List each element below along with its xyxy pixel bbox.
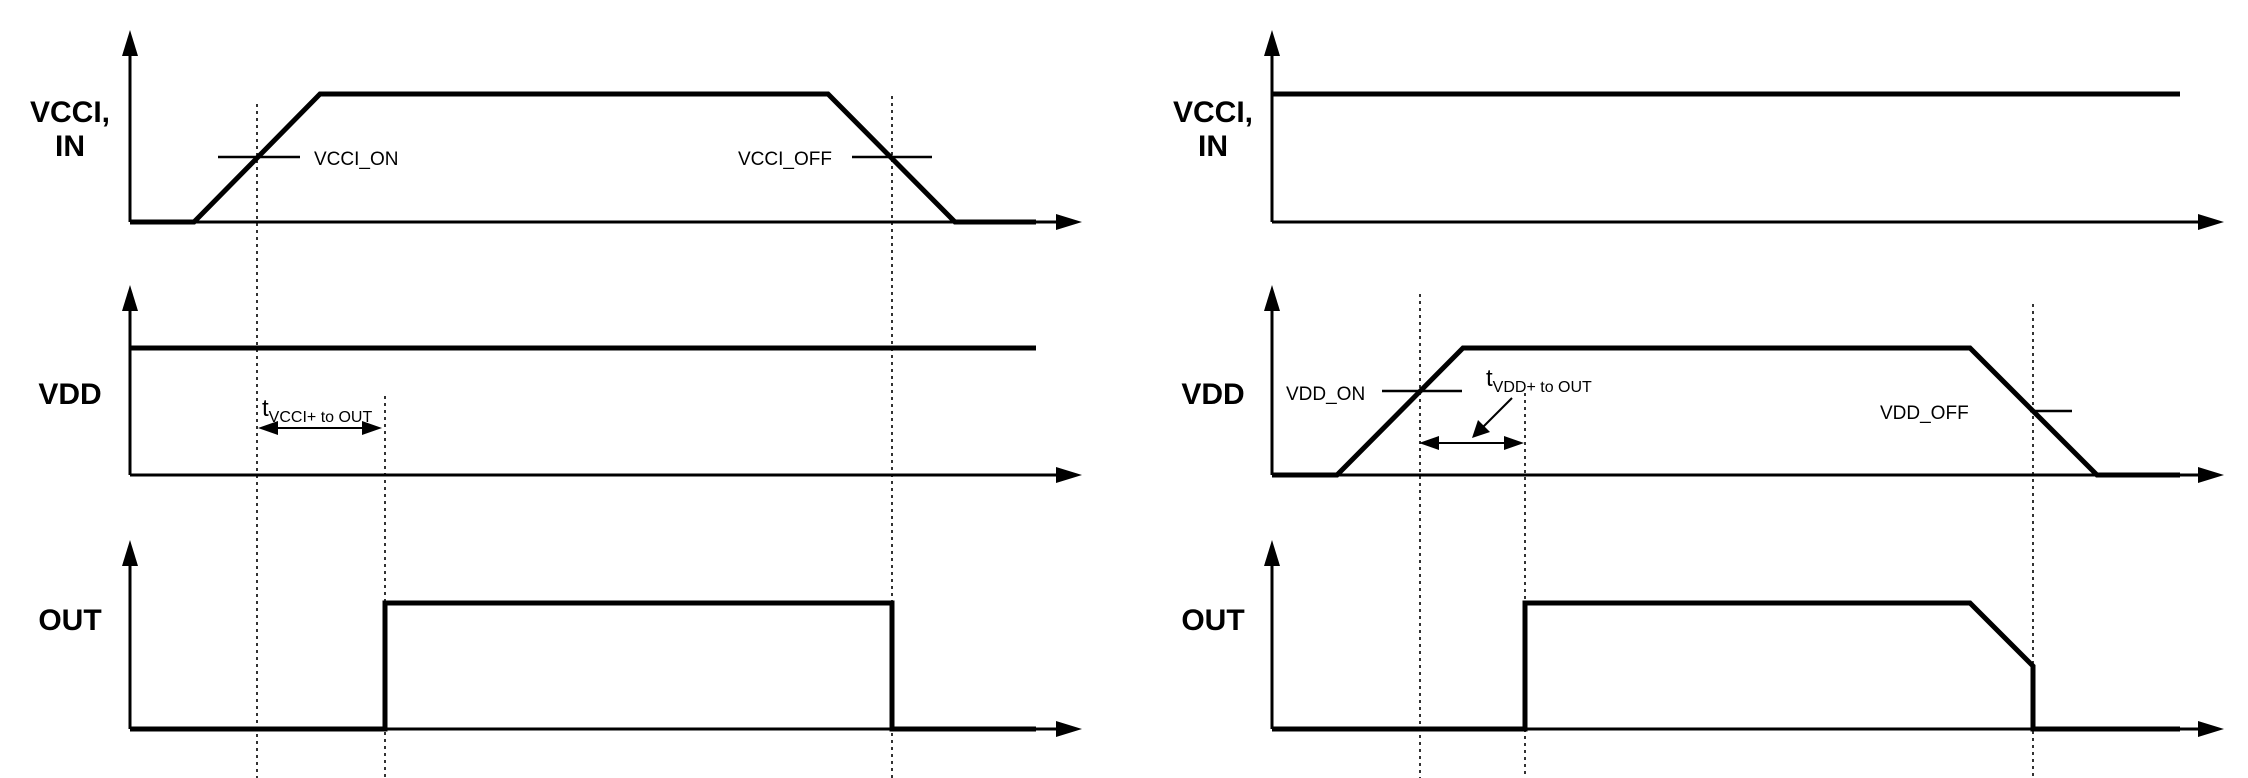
right-vdd-label: VDD [1181, 378, 1244, 411]
left-vcci-off-label: VCCI_OFF [738, 149, 832, 170]
left-vcci-waveform [130, 91, 1036, 225]
left-out-waveform [130, 600, 1036, 732]
left-delay-dimension [258, 421, 382, 435]
right-out-label: OUT [1181, 604, 1244, 637]
left-in-label: IN [55, 130, 85, 163]
right-vcci-axes [1264, 30, 2224, 230]
right-in-label: IN [1198, 130, 1228, 163]
left-vcci-label: VCCI, [30, 96, 110, 129]
left-vdd-axes [122, 285, 1082, 483]
left-vcci-axes [122, 30, 1082, 230]
left-vdd-label: VDD [38, 378, 101, 411]
left-delay-label: tVCCI+ to OUT [262, 395, 372, 426]
right-vdd-off-label: VDD_OFF [1880, 403, 1969, 424]
right-out-waveform [1272, 600, 2180, 732]
right-panel: VCCI, IN VDD_ON VDD_OFF VDD tVDD+ to OUT [1173, 30, 2224, 778]
right-delay-dimension [1419, 397, 1524, 450]
left-out-label: OUT [38, 604, 101, 637]
right-out-axes [1264, 540, 2224, 737]
right-vdd-waveform [1272, 345, 2180, 478]
right-delay-label: tVDD+ to OUT [1486, 365, 1592, 396]
left-vcci-on-label: VCCI_ON [314, 149, 398, 170]
right-vcci-label: VCCI, [1173, 96, 1253, 129]
left-panel: VCCI_ON VCCI_OFF VCCI, IN VDD tVCCI+ to … [30, 30, 1082, 778]
left-out-axes [122, 540, 1082, 737]
right-vdd-on-label: VDD_ON [1286, 384, 1365, 405]
right-vdd-axes [1264, 285, 2224, 483]
